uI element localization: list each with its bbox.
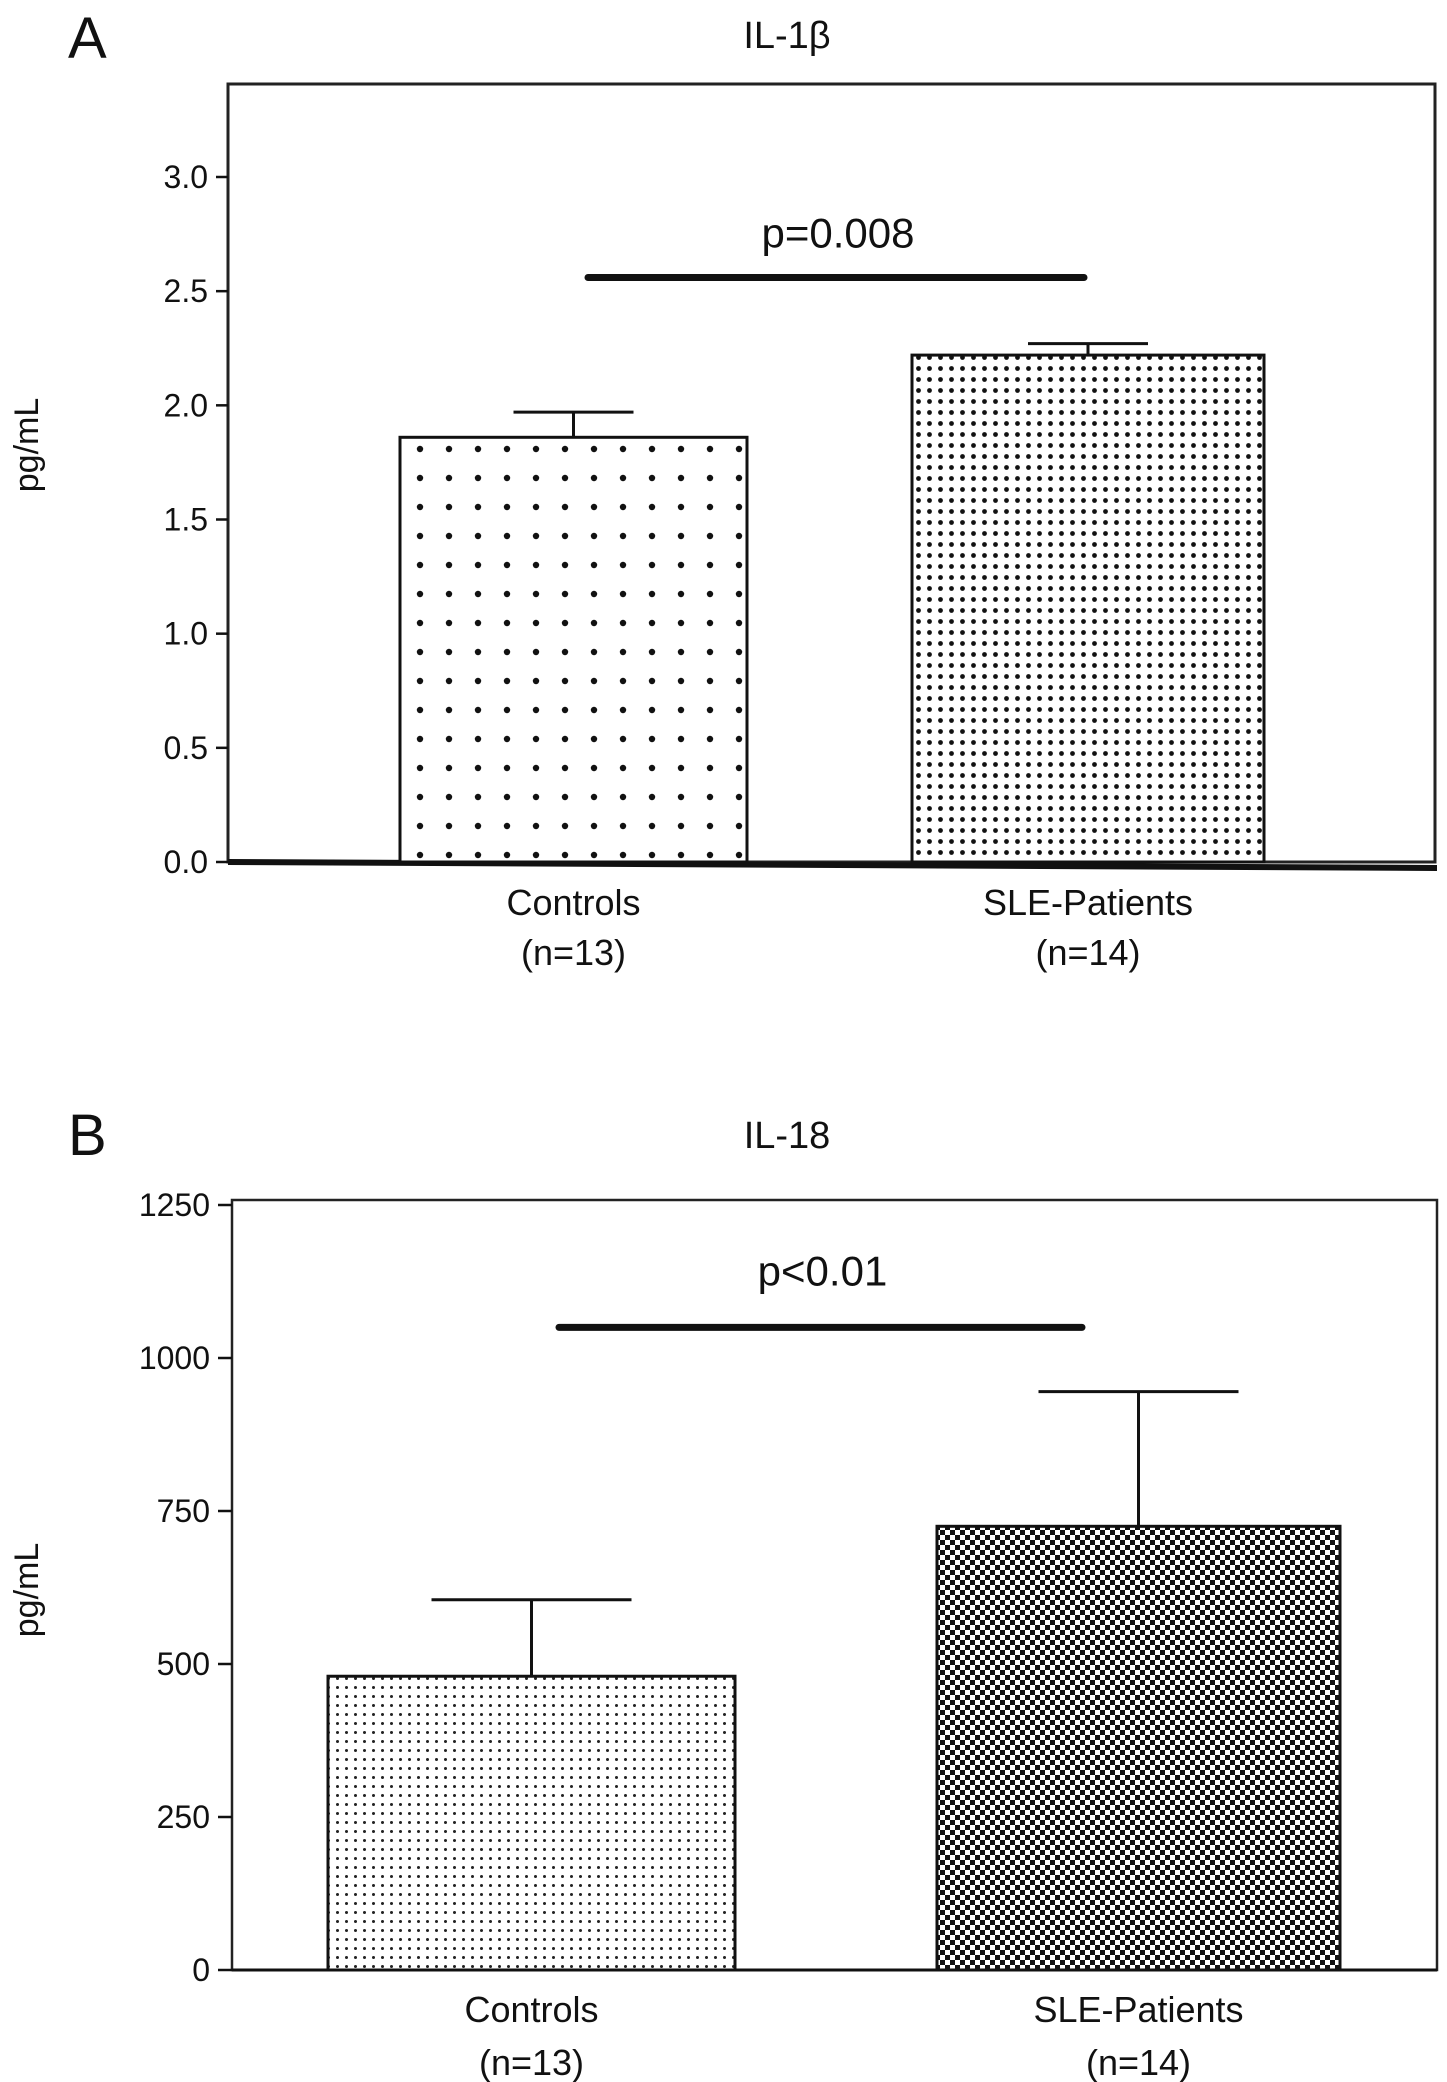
panel-a-categories: Controls (n=13) SLE-Patients (n=14): [506, 882, 1193, 973]
panel-a-y-tick-label: 0.5: [164, 730, 208, 766]
panel-a-category-n: (n=13): [521, 932, 626, 973]
panel-b-y-axis-label: pg/mL: [8, 1543, 46, 1638]
panel-a-category-n: (n=14): [1035, 932, 1140, 973]
panel-b-y-tick-label: 750: [157, 1493, 210, 1529]
panel-b-categories: Controls (n=13) SLE-Patients (n=14): [464, 1989, 1243, 2082]
panel-a-bars: [398, 342, 1266, 864]
panel-b-y-tick-label: 250: [157, 1799, 210, 1835]
panel-a-category-label: Controls: [506, 882, 640, 923]
panel-b-y-tick-label: 500: [157, 1646, 210, 1682]
panel-a-title: IL-1β: [743, 15, 830, 57]
panel-b-bar-controls: [326, 1674, 737, 1972]
panel-b-title: IL-18: [744, 1115, 831, 1157]
panel-a-bar-sle-patients: [910, 353, 1266, 864]
panel-a-y-tick-label: 3.0: [164, 159, 208, 195]
panel-b-y-ticks: 0 250 500 750 1000 1250: [139, 1187, 232, 1988]
panel-a-y-axis-label: pg/mL: [8, 398, 46, 493]
panel-b-y-tick-label: 0: [192, 1952, 210, 1988]
panel-a-y-tick-label: 1.0: [164, 616, 208, 652]
panel-a: A IL-1β pg/mL 0.0 0.5 1.0 1.5 2.0 2.5 3.0 Cont…: [8, 6, 1438, 973]
panel-a-y-tick-label: 0.0: [164, 844, 208, 880]
panel-a-significance-label: p=0.008: [762, 209, 915, 256]
panel-a-y-tick-label: 1.5: [164, 502, 208, 538]
panel-a-y-tick-label: 2.0: [164, 387, 208, 423]
panel-b: B IL-18 pg/mL 0 250 500 750 1000 1250 Control…: [8, 1103, 1439, 2082]
panel-b-y-tick-label: 1250: [139, 1187, 210, 1223]
panel-letter-a: A: [68, 6, 107, 71]
panel-a-bar-controls: [398, 435, 749, 864]
panel-b-significance: p<0.01: [555, 1247, 1086, 1331]
panel-b-category-label: Controls: [464, 1989, 598, 2030]
panel-b-category-n: (n=14): [1086, 2042, 1191, 2082]
panel-a-y-tick-label: 2.5: [164, 273, 208, 309]
panel-b-y-tick-label: 1000: [139, 1340, 210, 1376]
panel-b-bar-sle-patients: [935, 1524, 1342, 1972]
panel-b-category-label: SLE-Patients: [1033, 1989, 1243, 2030]
panel-a-category-label: SLE-Patients: [983, 882, 1193, 923]
panel-b-category-n: (n=13): [479, 2042, 584, 2082]
panel-b-bars: [326, 1390, 1342, 1972]
panel-letter-b: B: [68, 1103, 107, 1168]
panel-a-y-ticks: 0.0 0.5 1.0 1.5 2.0 2.5 3.0: [164, 159, 228, 880]
panel-b-significance-label: p<0.01: [758, 1247, 888, 1294]
panel-a-significance: p=0.008: [584, 209, 1088, 281]
